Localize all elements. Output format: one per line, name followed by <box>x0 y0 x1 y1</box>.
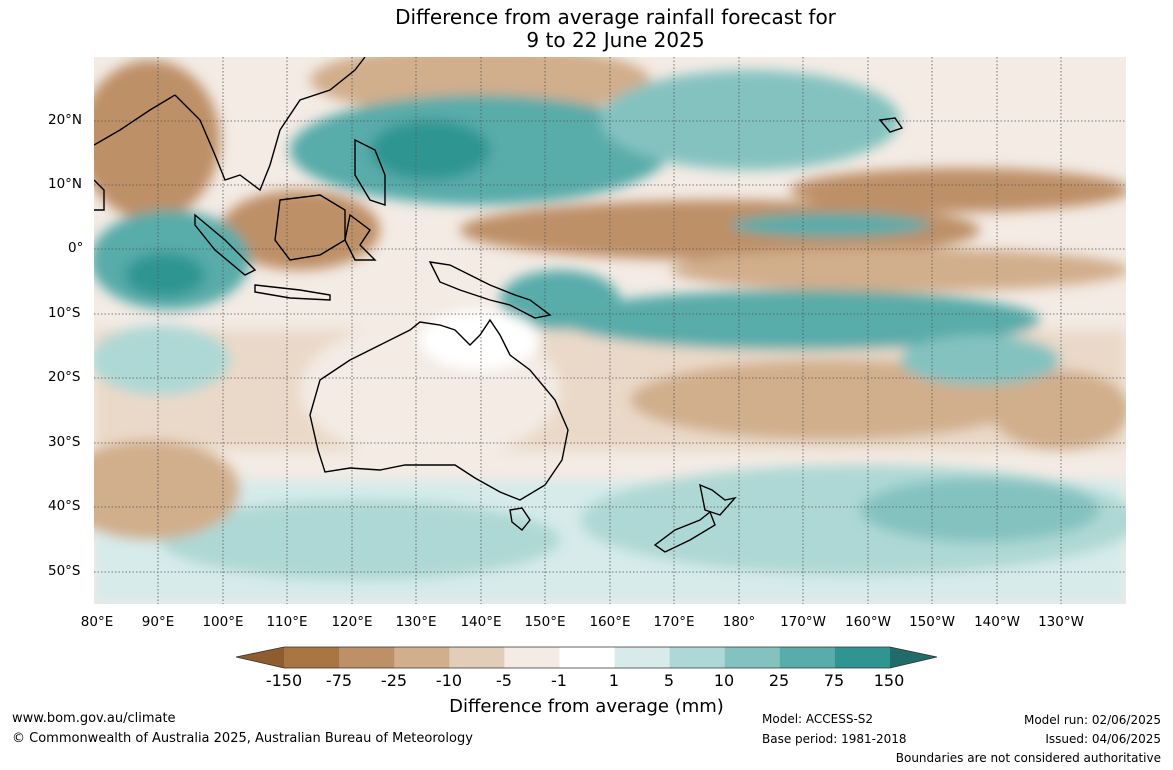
india-coast <box>94 94 176 146</box>
new-zealand-north-coast <box>699 483 737 516</box>
colorbar-tick: -25 <box>380 671 408 690</box>
lat-label-20n: 20°N <box>48 112 83 128</box>
colorbar-tick: 5 <box>663 671 675 690</box>
india-south-coast <box>94 179 105 211</box>
colorbar-cell <box>724 647 781 668</box>
lon-label-160e: 160°E <box>589 614 631 630</box>
lat-label-10n: 10°N <box>48 176 83 192</box>
coastlines <box>94 57 904 553</box>
colorbar-tick: 1 <box>608 671 620 690</box>
colorbar-cell <box>669 647 726 668</box>
website-link[interactable]: www.bom.gov.au/climate <box>12 711 176 726</box>
colorbar-tick: -10 <box>435 671 463 690</box>
lon-label-110e: 110°E <box>266 614 308 630</box>
australia-coast <box>309 318 569 501</box>
colorbar-tick: -150 <box>265 671 303 690</box>
colorbar-tick: 10 <box>713 671 735 690</box>
sulawesi-coast <box>344 213 377 261</box>
lon-label-130w: 130°W <box>1038 614 1084 630</box>
map-title-line2: 9 to 22 June 2025 <box>526 28 705 52</box>
colorbar-cell <box>394 647 450 668</box>
java-coast <box>254 284 331 301</box>
colorbar-tick: -75 <box>325 671 353 690</box>
colorbar-cell <box>614 647 671 668</box>
colorbar-cell <box>779 647 836 668</box>
colorbar-cell <box>339 647 395 668</box>
colorbar-tick: 75 <box>823 671 845 690</box>
lat-label-0: 0° <box>68 240 84 256</box>
model-run-text: Model run: 02/06/2025 <box>1023 713 1161 727</box>
lat-label-30s: 30°S <box>48 434 81 450</box>
philippines-coast <box>354 138 386 206</box>
disclaimer-text: Boundaries are not considered authoritat… <box>895 751 1161 765</box>
colorbar-cell <box>834 647 891 668</box>
colorbar-cell <box>504 647 560 668</box>
new-zealand-south-coast <box>653 510 716 553</box>
lon-label-150w: 150°W <box>909 614 955 630</box>
lon-label-100e: 100°E <box>202 614 244 630</box>
lat-label-40s: 40°S <box>48 498 81 514</box>
colorbar-tick: 150 <box>873 671 905 690</box>
lon-label-140e: 140°E <box>460 614 502 630</box>
lon-label-180: 180° <box>722 614 756 630</box>
sumatra-coast <box>194 213 257 276</box>
colorbar-tick: -1 <box>551 671 567 690</box>
colorbar-tick: 25 <box>768 671 790 690</box>
lon-label-140w: 140°W <box>974 614 1020 630</box>
colorbar-cell <box>449 647 505 668</box>
hawaii-coast <box>878 117 904 133</box>
base-period-text: Base period: 1981-2018 <box>762 732 907 746</box>
colorbar-below-arrow <box>236 647 284 668</box>
map-title-line1: Difference from average rainfall forecas… <box>395 5 836 29</box>
lat-label-50s: 50°S <box>48 563 81 579</box>
lat-label-20s: 20°S <box>48 369 81 385</box>
new-guinea-coast <box>428 261 552 319</box>
borneo-coast <box>274 194 346 261</box>
colorbar-tick: -5 <box>496 671 512 690</box>
lon-label-80e: 80°E <box>80 614 114 630</box>
lon-label-170e: 170°E <box>653 614 695 630</box>
tasmania-coast <box>509 507 531 531</box>
colorbar-above-arrow <box>890 647 937 668</box>
lon-label-120e: 120°E <box>331 614 373 630</box>
issued-text: Issued: 04/06/2025 <box>1045 732 1161 746</box>
lon-label-90e: 90°E <box>141 614 175 630</box>
lat-label-10s: 10°S <box>48 305 81 321</box>
model-text: Model: ACCESS-S2 <box>762 712 874 726</box>
lon-label-170w: 170°W <box>780 614 826 630</box>
asia-coast <box>174 57 366 192</box>
colorbar-label: Difference from average (mm) <box>449 696 724 717</box>
lon-label-160w: 160°W <box>845 614 891 630</box>
graticule <box>94 57 1126 604</box>
colorbar-cell <box>559 647 616 668</box>
copyright-text: © Commonwealth of Australia 2025, Austra… <box>12 731 473 746</box>
lon-label-150e: 150°E <box>524 614 566 630</box>
colorbar-cell <box>284 647 340 668</box>
lon-label-130e: 130°E <box>395 614 437 630</box>
